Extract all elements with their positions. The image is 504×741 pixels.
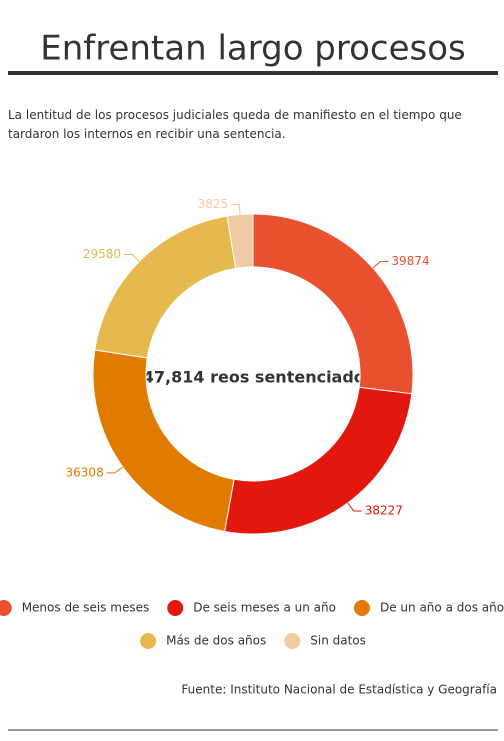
legend-swatch [353, 600, 370, 616]
legend-swatch [140, 633, 157, 649]
data-label: 36308 [66, 465, 104, 479]
leader-line [372, 260, 389, 269]
source: Fuente: Instituto Nacional de Estadístic… [181, 683, 497, 697]
data-label: 39874 [391, 254, 429, 268]
legend-label: Sin datos [310, 634, 366, 648]
data-label: 38227 [365, 503, 403, 517]
subtitle-box: La lentitud de los procesos judiciales q… [8, 108, 462, 141]
legend-label: Más de dos años [166, 634, 266, 648]
legend-label: De un año a dos años [380, 601, 504, 615]
center-label: 147,814 reos sentenciados [132, 368, 375, 387]
leader-line [347, 502, 362, 512]
chart-title: Enfrentan largo procesos [40, 29, 466, 69]
donut-slice [226, 213, 254, 269]
data-label: 29580 [83, 247, 121, 261]
donut-slice [94, 215, 237, 359]
data-label: 3825 [198, 197, 229, 211]
legend-swatch [284, 633, 301, 649]
leader-line [106, 466, 124, 474]
title-rule [8, 71, 498, 75]
leader-line [124, 254, 140, 262]
legend-label: Menos de seis meses [22, 601, 150, 615]
legend-swatch [167, 600, 184, 616]
legend-swatch [0, 600, 12, 616]
legend-label: De seis meses a un año [193, 601, 336, 615]
leader-line [231, 204, 241, 215]
chart-subtitle: La lentitud de los procesos judiciales q… [8, 108, 462, 141]
